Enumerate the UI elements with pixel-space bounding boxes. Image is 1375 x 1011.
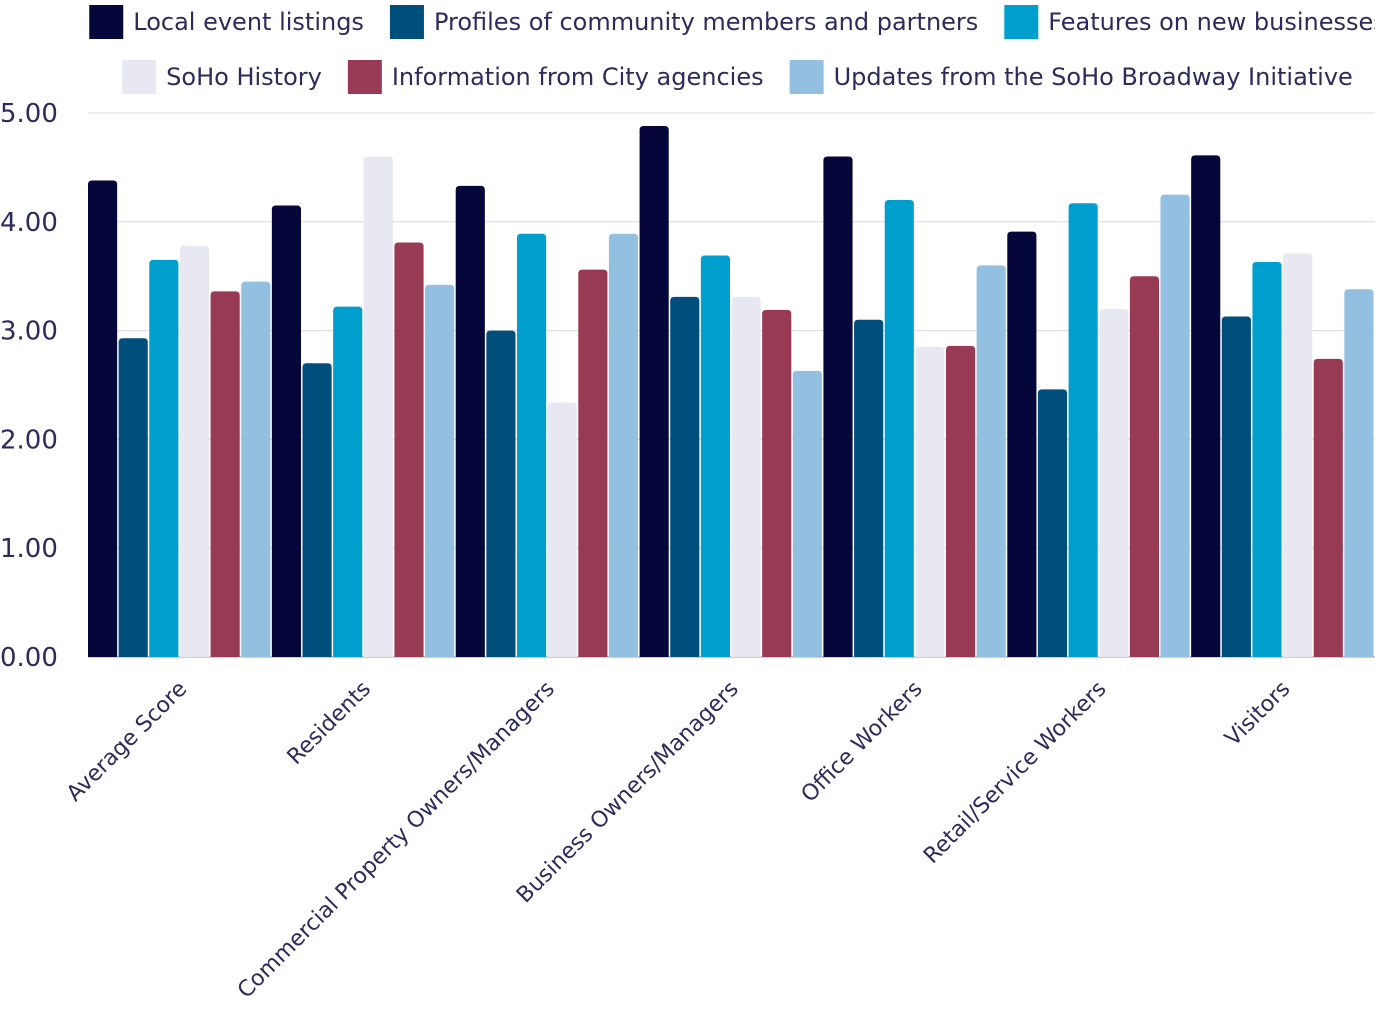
bar — [333, 306, 363, 657]
bar — [608, 233, 639, 657]
bar — [1191, 155, 1221, 657]
bar — [762, 309, 792, 657]
series-3 — [149, 200, 1282, 658]
bar — [1099, 308, 1129, 657]
legend-item: Updates from the SoHo Broadway Initiativ… — [789, 60, 1353, 94]
bar — [700, 255, 730, 657]
bar — [210, 291, 240, 657]
legend-label: Updates from the SoHo Broadway Initiativ… — [834, 63, 1353, 91]
bar — [179, 245, 210, 657]
legend-item: Information from City agencies — [347, 60, 764, 94]
x-category-label: Commercial Property Owners/Managers — [233, 677, 560, 1004]
bar — [976, 265, 1006, 657]
legend-swatch — [1004, 5, 1039, 39]
bar — [884, 200, 914, 658]
y-tick-label: 1.00 — [0, 534, 58, 564]
legend-item: Features on new businesses — [1004, 5, 1375, 39]
bar — [823, 156, 853, 657]
bar — [425, 284, 455, 657]
y-tick-label: 4.00 — [0, 208, 58, 238]
bar — [1007, 231, 1037, 658]
series-4 — [179, 156, 1313, 658]
bar — [1068, 203, 1098, 657]
bar — [1221, 316, 1251, 657]
legend-label: Features on new businesses — [1048, 8, 1375, 36]
x-category-label: Average Score — [62, 677, 192, 807]
legend-swatch — [122, 60, 157, 94]
bar — [946, 345, 976, 657]
x-category-label: Residents — [283, 677, 376, 770]
bar — [302, 363, 332, 657]
legend-swatch — [389, 5, 424, 39]
bar — [1160, 194, 1190, 657]
legend-label: SoHo History — [166, 63, 322, 91]
x-category-label: Office Workers — [797, 677, 928, 808]
bar — [149, 259, 179, 657]
bar — [271, 205, 301, 658]
bar — [854, 319, 884, 657]
y-axis: 0.00 1.00 2.00 3.00 4.00 5.00 — [0, 99, 58, 673]
bar — [1037, 389, 1068, 657]
bar — [1313, 358, 1343, 657]
bar — [578, 269, 608, 657]
bar — [486, 330, 516, 657]
bar — [241, 281, 271, 657]
bar — [88, 180, 118, 657]
y-tick-label: 5.00 — [0, 99, 58, 129]
legend-label: Information from City agencies — [392, 63, 764, 91]
legend-label: Profiles of community members and partne… — [434, 8, 978, 36]
bar — [915, 346, 945, 657]
legend-label: Local event listings — [133, 8, 364, 36]
bar — [639, 126, 669, 657]
x-category-label: Business Owners/Managers — [512, 677, 744, 909]
series-1 — [88, 126, 1221, 658]
series-5 — [210, 242, 1343, 658]
series-2 — [118, 296, 1251, 657]
x-category-label: Retail/Service Workers — [919, 677, 1111, 869]
bar — [1283, 253, 1313, 658]
legend-item: SoHo History — [122, 60, 322, 94]
bars — [88, 126, 1374, 658]
y-tick-label: 0.00 — [0, 643, 58, 673]
bar — [1129, 276, 1159, 657]
series-6 — [241, 194, 1374, 657]
y-tick-label: 3.00 — [0, 317, 58, 347]
bar — [455, 185, 485, 657]
legend-item: Profiles of community members and partne… — [389, 5, 978, 39]
bar — [547, 402, 577, 657]
bar — [731, 296, 761, 657]
bar — [394, 242, 424, 658]
x-category-label: Visitors — [1220, 677, 1295, 752]
bar — [792, 370, 822, 657]
bar — [363, 156, 393, 657]
bar — [517, 233, 547, 657]
legend-swatch — [347, 60, 382, 94]
legend: Local event listings Profiles of communit… — [89, 5, 1375, 94]
legend-item: Local event listings — [89, 5, 364, 39]
bar — [118, 338, 148, 657]
legend-swatch — [89, 5, 124, 39]
y-tick-label: 2.00 — [0, 425, 58, 455]
bar — [1344, 289, 1374, 657]
bar — [1252, 262, 1282, 657]
bar — [670, 296, 700, 657]
legend-swatch — [789, 60, 824, 94]
